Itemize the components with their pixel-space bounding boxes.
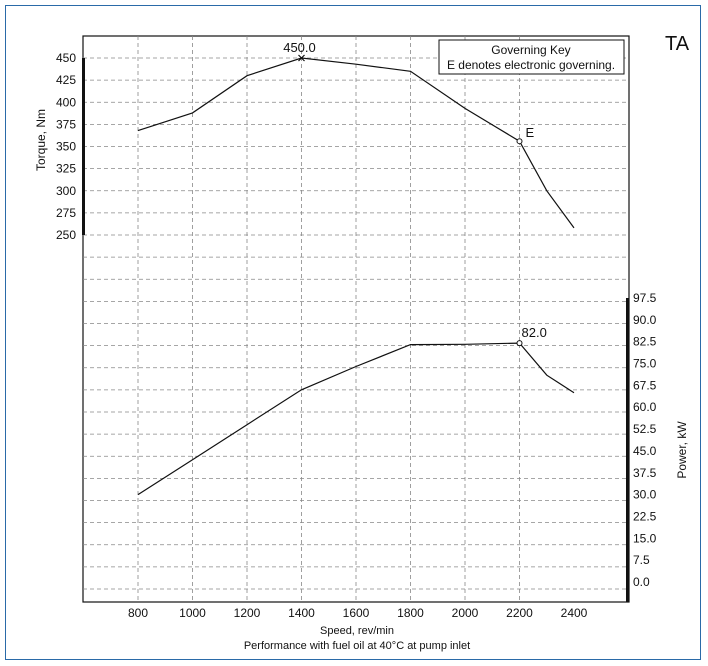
x-tick-label: 1200 <box>234 606 261 620</box>
torque-axis-bar <box>82 58 85 235</box>
power-axis-label: Power, kW <box>675 421 689 479</box>
torque-peak-label: 450.0 <box>283 40 316 55</box>
x-tick-label: 1000 <box>179 606 206 620</box>
torque-tick-label: 450 <box>56 51 76 65</box>
power-tick-label: 75.0 <box>633 357 657 371</box>
chart-frame <box>5 5 701 660</box>
torque-tick-label: 300 <box>56 184 76 198</box>
footer-note: Performance with fuel oil at 40°C at pum… <box>244 640 470 652</box>
power-tick-label: 0.0 <box>633 575 650 589</box>
power-tick-label: 82.5 <box>633 335 657 349</box>
power-ticks: 0.0 7.5 15.0 22.5 30.0 37.5 45.0 52.5 60.0 67.5 75… <box>633 291 657 589</box>
governing-key-box: Governing Key E denotes electronic gover… <box>438 39 625 75</box>
torque-tick-label: 275 <box>56 206 76 220</box>
torque-tick-label: 425 <box>56 73 76 87</box>
torque-curve <box>137 57 575 229</box>
power-tick-label: 30.0 <box>633 488 657 502</box>
power-tick-label: 15.0 <box>633 531 657 545</box>
torque-tick-label: 400 <box>56 95 76 109</box>
power-axis-bar <box>626 298 629 602</box>
torque-axis-label: Torque, Nm <box>34 109 48 171</box>
key-text: E denotes electronic governing. <box>447 58 615 72</box>
power-tick-label: 52.5 <box>633 422 657 436</box>
power-tick-label: 60.0 <box>633 400 657 414</box>
x-tick-label: 2400 <box>561 606 588 620</box>
power-curve <box>137 342 575 496</box>
x-tick-label: 800 <box>128 606 148 620</box>
governing-marker <box>516 138 523 145</box>
torque-tick-label: 250 <box>56 228 76 242</box>
x-tick-label: 2200 <box>506 606 533 620</box>
key-title: Governing Key <box>491 43 570 57</box>
x-tick-label: 1400 <box>288 606 315 620</box>
grid <box>83 36 629 602</box>
power-tick-label: 37.5 <box>633 466 657 480</box>
x-ticks: 800 1000 1200 1400 1600 1800 2000 2200 2400 <box>128 606 588 620</box>
torque-tick-label: 350 <box>56 140 76 154</box>
corner-code: TA <box>665 33 690 55</box>
governing-label: E <box>526 125 535 140</box>
power-tick-label: 45.0 <box>633 444 657 458</box>
torque-ticks: 250 275 300 325 350 375 400 425 450 <box>56 51 76 242</box>
x-axis-label: Speed, rev/min <box>320 625 394 637</box>
x-tick-label: 1800 <box>397 606 424 620</box>
rated-power-label: 82.0 <box>522 325 547 340</box>
power-tick-label: 7.5 <box>633 553 650 567</box>
power-tick-label: 22.5 <box>633 509 657 523</box>
torque-tick-label: 375 <box>56 117 76 131</box>
x-tick-label: 2000 <box>452 606 479 620</box>
power-tick-label: 67.5 <box>633 378 657 392</box>
rated-power-marker <box>516 340 523 347</box>
torque-peak-marker <box>298 54 305 62</box>
torque-tick-label: 325 <box>56 162 76 176</box>
power-tick-label: 97.5 <box>633 291 657 305</box>
power-tick-label: 90.0 <box>633 313 657 327</box>
x-tick-label: 1600 <box>343 606 370 620</box>
curve-markers: 450.0 E 82.0 <box>283 40 547 347</box>
